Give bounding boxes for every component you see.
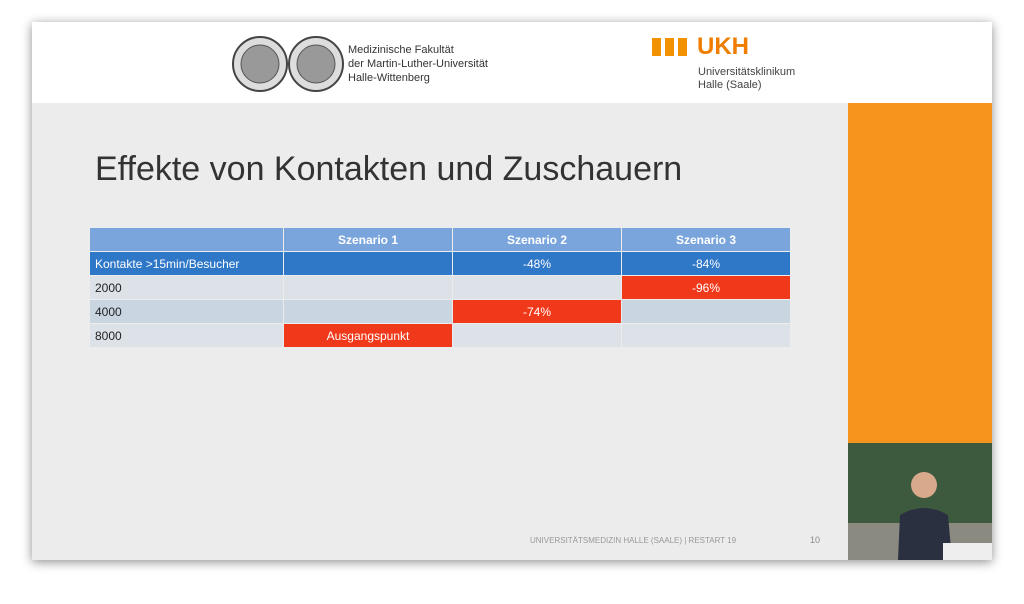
data-table: Szenario 1 Szenario 2 Szenario 3 Kontakt… [89,227,791,348]
header-cell [89,227,284,252]
clinic-line: Universitätsklinikum [698,66,796,78]
table-row: 2000 -96% [89,275,791,300]
university-seals [232,36,344,92]
table-cell [621,323,791,348]
logo-bars [652,38,687,56]
row-label: 4000 [89,299,284,324]
slide-title: Effekte von Kontakten und Zuschauern [95,150,683,188]
page-number: 10 [810,535,821,545]
logo-text: UKH [697,33,749,60]
table-cell [283,275,453,300]
table-cell: -74% [452,299,622,324]
table-cell [452,323,622,348]
table-cell [283,251,453,276]
table-cell [283,299,453,324]
faculty-line: Halle-Wittenberg [348,72,430,84]
footer-text: UNIVERSITÄTSMEDIZIN HALLE (SAALE) | REST… [530,536,737,545]
table-cell [621,299,791,324]
slide-header: Medizinische Fakultät der Martin-Luther-… [32,22,992,103]
row-label: 2000 [89,275,284,300]
table-cell [452,275,622,300]
table-cell: -84% [621,251,791,276]
table-row: Kontakte >15min/Besucher -48% -84% [89,251,791,276]
row-label: 8000 [89,323,284,348]
row-label: Kontakte >15min/Besucher [89,251,284,276]
table-cell: -48% [452,251,622,276]
orange-bar [848,103,992,443]
slide: Medizinische Fakultät der Martin-Luther-… [32,22,992,560]
clinic-line: Halle (Saale) [698,79,762,91]
header-cell: Szenario 2 [452,227,622,252]
table-row: 4000 -74% [89,299,791,324]
table-row: 8000 Ausgangspunkt [89,323,791,348]
table-cell: -96% [621,275,791,300]
header-row: Szenario 1 Szenario 2 Szenario 3 [89,227,791,252]
table-cell: Ausgangspunkt [283,323,453,348]
faculty-line: der Martin-Luther-Universität [348,58,488,70]
header-cell: Szenario 3 [621,227,791,252]
header-cell: Szenario 1 [283,227,453,252]
speaker-video [848,443,992,560]
faculty-line: Medizinische Fakultät [348,44,454,56]
